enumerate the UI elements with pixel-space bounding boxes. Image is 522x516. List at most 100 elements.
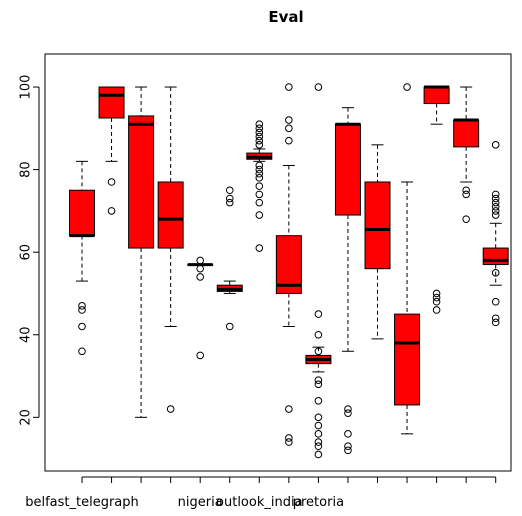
outlier-point <box>314 442 323 451</box>
outlier-point <box>314 397 323 405</box>
outlier-point <box>491 269 500 277</box>
outlier-point <box>78 302 86 310</box>
outlier-point <box>491 297 500 306</box>
outlier-point <box>462 186 470 195</box>
outlier-point <box>196 351 204 360</box>
outlier-point <box>432 306 441 314</box>
x-tick-label: pretoria <box>293 495 344 510</box>
box-group <box>157 86 184 413</box>
outlier-point <box>432 297 441 306</box>
outlier-point <box>285 83 293 91</box>
box-iqr <box>334 123 361 216</box>
outlier-point <box>314 430 323 438</box>
x-tick-label: outlook_india <box>216 495 303 510</box>
outlier-point <box>255 136 264 145</box>
outlier-point <box>491 202 500 211</box>
y-tick-label: 20 <box>19 409 34 426</box>
outlier-point <box>78 347 86 356</box>
outlier-point <box>225 186 234 195</box>
outlier-point <box>196 264 204 273</box>
outlier-point <box>314 450 323 459</box>
box-group <box>305 83 332 459</box>
box-group <box>128 86 155 418</box>
outlier-point <box>491 314 500 323</box>
box-iqr <box>98 86 125 119</box>
outlier-point <box>403 83 411 91</box>
outlier-point <box>314 421 323 430</box>
box-group <box>394 83 421 435</box>
outlier-point <box>314 380 323 389</box>
box-group <box>69 160 95 356</box>
box-iqr <box>453 119 480 148</box>
outlier-point <box>462 190 470 199</box>
outlier-point <box>314 347 323 356</box>
box-iqr <box>157 181 184 249</box>
outlier-point <box>344 442 352 451</box>
box-group <box>216 186 243 331</box>
outlier-point <box>432 293 441 302</box>
outlier-point <box>255 141 264 149</box>
outlier-point <box>225 194 234 203</box>
outlier-point <box>255 124 264 133</box>
box-iqr <box>69 189 95 237</box>
outlier-point <box>255 169 264 178</box>
outlier-point <box>285 124 293 133</box>
outlier-point <box>314 376 323 384</box>
y-tick-label: 60 <box>19 244 34 261</box>
box-group <box>275 83 302 446</box>
outlier-point <box>196 273 204 281</box>
outlier-point <box>285 434 293 442</box>
outlier-point <box>285 116 293 124</box>
box-group <box>98 86 125 215</box>
outlier-point <box>462 215 470 223</box>
outlier-point <box>196 256 204 265</box>
outlier-point <box>107 207 116 215</box>
outlier-point <box>344 405 352 413</box>
y-tick-label: 40 <box>19 326 34 343</box>
x-tick-label: belfast_telegraph <box>25 495 139 510</box>
outlier-point <box>166 405 175 413</box>
box-iqr <box>364 181 391 270</box>
outlier-point <box>255 211 264 219</box>
outlier-point <box>255 190 264 199</box>
outlier-point <box>107 178 116 186</box>
outlier-point <box>491 141 500 149</box>
box-group <box>187 256 214 360</box>
outlier-point <box>432 289 441 298</box>
chart-title: Eval <box>268 8 303 26</box>
outlier-point <box>285 405 293 413</box>
plot-frame <box>44 53 512 472</box>
box-group <box>423 85 450 314</box>
x-tick-label: nigeria <box>178 495 223 510</box>
outlier-point <box>255 132 264 141</box>
box-group <box>334 107 361 455</box>
outlier-point <box>78 306 86 314</box>
y-tick-label: 80 <box>19 161 34 178</box>
outlier-point <box>344 446 352 455</box>
box-iqr <box>423 86 450 105</box>
outlier-point <box>285 438 293 446</box>
outlier-point <box>285 136 293 145</box>
box-iqr <box>128 115 155 249</box>
outlier-point <box>255 165 264 174</box>
outlier-point <box>491 211 500 219</box>
outlier-point <box>314 83 323 91</box>
outlier-point <box>491 190 500 199</box>
outlier-point <box>255 161 264 170</box>
box-group <box>246 120 273 252</box>
outlier-point <box>491 198 500 207</box>
outlier-point <box>255 198 264 207</box>
outlier-point <box>255 120 264 128</box>
box-group <box>364 144 391 340</box>
outlier-point <box>225 322 234 331</box>
outlier-point <box>255 174 264 182</box>
outlier-point <box>491 207 500 215</box>
outlier-point <box>78 322 86 331</box>
outlier-point <box>344 430 352 438</box>
outlier-point <box>491 194 500 203</box>
outlier-point <box>225 198 234 207</box>
outlier-point <box>255 244 264 252</box>
box-group <box>453 86 480 223</box>
outlier-point <box>314 413 323 422</box>
